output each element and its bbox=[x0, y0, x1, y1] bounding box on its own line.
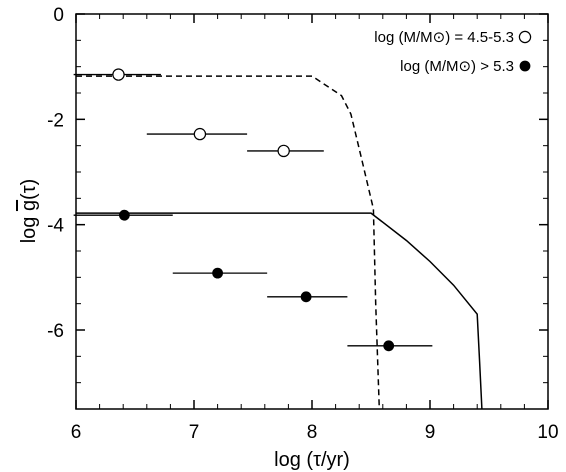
legend-label: log (M/M⊙) = 4.5-5.3 bbox=[374, 29, 514, 46]
data-points bbox=[73, 68, 433, 352]
x-tick-label: 9 bbox=[425, 422, 436, 443]
x-tick-label: 7 bbox=[189, 422, 200, 443]
legend-open-circle-icon bbox=[518, 30, 532, 44]
open-circle-point bbox=[277, 144, 290, 158]
axis-ticks: 6 7 8 9 10 0 -2 -4 -6 bbox=[47, 5, 558, 443]
legend-filled-circle-icon bbox=[519, 60, 531, 72]
y-tick-label: -6 bbox=[47, 321, 64, 342]
dashed-curve bbox=[76, 75, 381, 410]
open-circle-point bbox=[193, 127, 207, 141]
solid-curve bbox=[76, 212, 483, 410]
y-tick-label: -2 bbox=[47, 110, 64, 131]
legend-label: log (M/M⊙) > 5.3 bbox=[400, 58, 514, 75]
filled-circle-point bbox=[383, 340, 395, 352]
x-tick-label: 10 bbox=[537, 422, 558, 443]
filled-circle-point bbox=[212, 267, 224, 279]
y-axis-label-tau: (τ) bbox=[18, 179, 40, 200]
legend: log (M/M⊙) = 4.5-5.3 log (M/M⊙) > 5.3 bbox=[374, 29, 532, 75]
y-tick-label: -4 bbox=[47, 216, 64, 237]
x-axis-label: log (τ/yr) bbox=[274, 449, 350, 471]
open-circle-point bbox=[112, 68, 125, 81]
x-tick-label: 6 bbox=[71, 422, 82, 443]
model-curves bbox=[76, 75, 483, 410]
y-axis-label-g: g bbox=[18, 200, 40, 211]
filled-circle-point bbox=[118, 209, 130, 221]
x-tick-label: 8 bbox=[307, 422, 318, 443]
filled-circle-point bbox=[300, 291, 312, 303]
svg-text:log g(τ): log g(τ) bbox=[18, 179, 40, 244]
y-axis-label: log g(τ) bbox=[18, 179, 40, 244]
y-axis-label-log: log bbox=[18, 211, 40, 243]
y-tick-label: 0 bbox=[53, 5, 64, 26]
